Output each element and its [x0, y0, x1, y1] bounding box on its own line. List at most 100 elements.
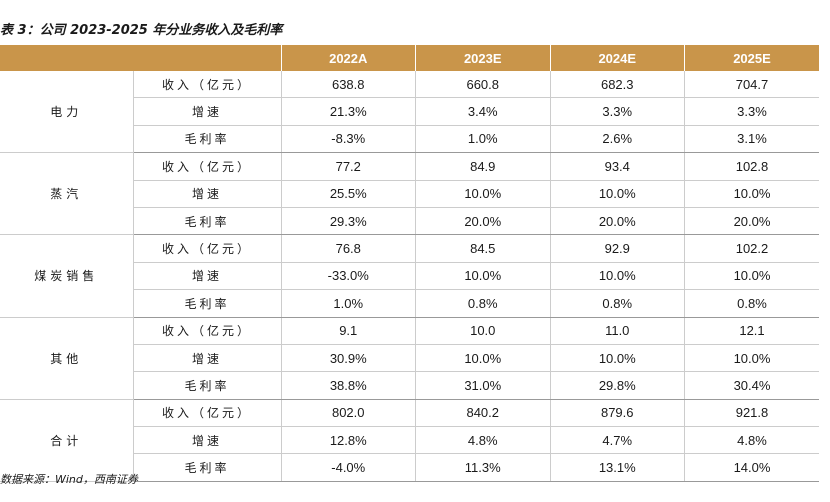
value-cell: 10.0% [415, 344, 550, 373]
value-cell: 11.0 [549, 317, 685, 345]
table-row: 增速 30.9% 10.0% 10.0% 10.0% [0, 344, 819, 373]
value-cell: 10.0% [415, 180, 550, 208]
value-cell: 102.8 [684, 152, 819, 181]
segment-label: 电力 [0, 71, 133, 154]
value-cell: 879.6 [549, 399, 685, 428]
value-cell: 10.0% [549, 344, 685, 373]
value-cell: 92.9 [549, 234, 685, 263]
value-cell: 31.0% [415, 371, 550, 400]
table-row: 毛利率 -4.0% 11.3% 13.1% 14.0% [0, 453, 819, 482]
value-cell: 14.0% [684, 453, 819, 482]
value-cell: 20.0% [684, 207, 819, 236]
value-cell: -8.3% [280, 125, 416, 154]
table-row: 电力 收入（亿元） 638.8 660.8 682.3 704.7 [0, 71, 819, 154]
value-cell: 921.8 [684, 399, 819, 428]
value-cell: 84.9 [415, 152, 550, 181]
value-cell: 0.8% [415, 289, 550, 318]
column-header: 2022A [280, 45, 416, 71]
column-header: 2024E [549, 45, 685, 71]
metric-label: 收入（亿元） [132, 234, 281, 263]
value-cell: -33.0% [280, 262, 416, 291]
metric-label: 收入（亿元） [132, 71, 281, 99]
metric-label: 毛利率 [132, 289, 281, 318]
value-cell: 840.2 [415, 399, 550, 428]
value-cell: 12.8% [280, 426, 416, 455]
value-cell: 4.7% [549, 426, 685, 455]
segment-label: 其他 [0, 317, 133, 400]
table-title: 表 3：公司 2023-2025 年分业务收入及毛利率 [0, 23, 283, 38]
segment-label: 煤炭销售 [0, 234, 133, 318]
header-corner [0, 45, 281, 71]
table-row: 毛利率 38.8% 31.0% 29.8% 30.4% [0, 371, 819, 400]
value-cell: 4.8% [415, 426, 550, 455]
value-cell: 3.1% [684, 125, 819, 154]
value-cell: 12.1 [684, 317, 819, 345]
value-cell: 10.0% [684, 344, 819, 373]
metric-label: 收入（亿元） [132, 317, 281, 345]
value-cell: 30.4% [684, 371, 819, 400]
value-cell: 3.3% [549, 97, 685, 126]
source-note: 数据来源：Wind，西南证券 [0, 473, 138, 486]
value-cell: 84.5 [415, 234, 550, 263]
value-cell: 1.0% [415, 125, 550, 154]
metric-label: 增速 [132, 262, 281, 291]
metric-label: 毛利率 [132, 453, 281, 482]
value-cell: 9.1 [280, 317, 416, 345]
value-cell: 3.4% [415, 97, 550, 126]
value-cell: 93.4 [549, 152, 685, 181]
value-cell: 29.8% [549, 371, 685, 400]
table-row: 其他 收入（亿元） 9.1 10.0 11.0 12.1 [0, 317, 819, 400]
value-cell: 38.8% [280, 371, 416, 400]
revenue-margin-table: 2022A 2023E 2024E 2025E 电力 收入（亿元） 638.8 660… [0, 45, 819, 482]
value-cell: 20.0% [549, 207, 685, 236]
metric-label: 增速 [132, 344, 281, 373]
value-cell: 76.8 [280, 234, 416, 263]
column-header: 2023E [415, 45, 550, 71]
value-cell: 0.8% [684, 289, 819, 318]
metric-label: 收入（亿元） [132, 399, 281, 428]
value-cell: 77.2 [280, 152, 416, 181]
table-row: 合计 收入（亿元） 802.0 840.2 879.6 921.8 [0, 399, 819, 482]
table-body: 电力 收入（亿元） 638.8 660.8 682.3 704.7 增速 21.3% 3.4% 3… [0, 71, 819, 482]
value-cell: 802.0 [280, 399, 416, 428]
value-cell: 704.7 [684, 71, 819, 99]
value-cell: -4.0% [280, 453, 416, 482]
segment-label: 合计 [0, 399, 133, 482]
metric-label: 毛利率 [132, 371, 281, 400]
metric-label: 收入（亿元） [132, 152, 281, 181]
value-cell: 10.0% [415, 262, 550, 291]
value-cell: 0.8% [549, 289, 685, 318]
value-cell: 21.3% [280, 97, 416, 126]
value-cell: 10.0% [549, 262, 685, 291]
metric-label: 毛利率 [132, 125, 281, 154]
segment-label: 蒸汽 [0, 152, 133, 236]
metric-label: 毛利率 [132, 207, 281, 236]
table-row: 毛利率 29.3% 20.0% 20.0% 20.0% [0, 207, 819, 236]
value-cell: 11.3% [415, 453, 550, 482]
value-cell: 3.3% [684, 97, 819, 126]
value-cell: 10.0% [684, 262, 819, 291]
table-row: 毛利率 -8.3% 1.0% 2.6% 3.1% [0, 125, 819, 154]
value-cell: 10.0% [684, 180, 819, 208]
table-row: 毛利率 1.0% 0.8% 0.8% 0.8% [0, 289, 819, 318]
value-cell: 10.0 [415, 317, 550, 345]
table-row: 增速 25.5% 10.0% 10.0% 10.0% [0, 180, 819, 208]
value-cell: 660.8 [415, 71, 550, 99]
value-cell: 25.5% [280, 180, 416, 208]
table-row: 增速 -33.0% 10.0% 10.0% 10.0% [0, 262, 819, 291]
value-cell: 638.8 [280, 71, 416, 99]
value-cell: 682.3 [549, 71, 685, 99]
table-row: 蒸汽 收入（亿元） 77.2 84.9 93.4 102.8 [0, 152, 819, 236]
value-cell: 102.2 [684, 234, 819, 263]
metric-label: 增速 [132, 180, 281, 208]
column-header: 2025E [684, 45, 819, 71]
metric-label: 增速 [132, 97, 281, 126]
value-cell: 2.6% [549, 125, 685, 154]
value-cell: 1.0% [280, 289, 416, 318]
value-cell: 30.9% [280, 344, 416, 373]
value-cell: 10.0% [549, 180, 685, 208]
table-header-row: 2022A 2023E 2024E 2025E [0, 45, 819, 71]
value-cell: 29.3% [280, 207, 416, 236]
value-cell: 20.0% [415, 207, 550, 236]
table-row: 煤炭销售 收入（亿元） 76.8 84.5 92.9 102.2 [0, 234, 819, 318]
